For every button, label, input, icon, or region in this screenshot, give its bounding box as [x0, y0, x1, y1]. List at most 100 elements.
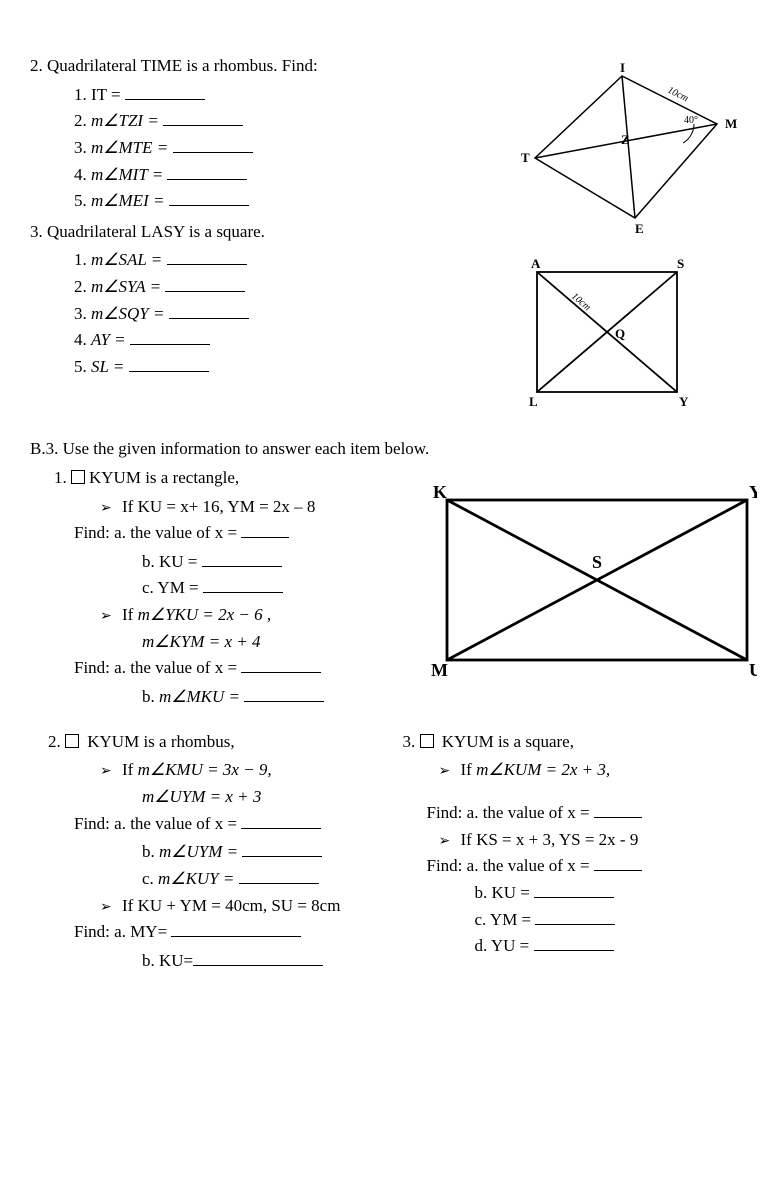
t: c. YM = [475, 910, 536, 929]
t: 5. [74, 191, 91, 210]
q2-item5: 5. m∠MEI = [74, 189, 495, 214]
blank [534, 882, 614, 898]
blank [241, 657, 321, 673]
t: c. YM = [142, 578, 203, 597]
b3-p1-if2c: m∠KYM = x + 4 [142, 630, 415, 655]
b3-p2-fa: Find: a. the value of x = [74, 812, 385, 837]
q3-item4: 4. AY = [74, 328, 495, 353]
b3-p3-fa: Find: a. the value of x = [427, 801, 758, 826]
b3-p3-fd: d. YU = [475, 934, 758, 959]
figure-rhombus-time: I M E T Z 10cm 40° [507, 58, 737, 238]
t: SL = [91, 357, 129, 376]
t: m∠MIT = [91, 165, 167, 184]
b3-p2-head: 2. KYUM is a rhombus, [48, 730, 385, 755]
blank [167, 249, 247, 265]
q2-item2: 2. m∠TZI = [74, 109, 495, 134]
t: b. [142, 687, 159, 706]
t: m∠MEI = [91, 191, 169, 210]
blank [163, 110, 243, 126]
t: m∠KMU = 3x − 9, [138, 760, 272, 779]
b3-p1-fc: c. YM = [142, 576, 415, 601]
t: Find: a. the value of x = [427, 856, 594, 875]
blank [130, 329, 210, 345]
parallelogram-icon [420, 734, 434, 748]
b3-p3-head: 3. KYUM is a square, [403, 730, 758, 755]
blank [169, 190, 249, 206]
blank [242, 841, 322, 857]
t: 5. [74, 357, 91, 376]
t: AY = [91, 330, 130, 349]
blank [125, 83, 205, 99]
q2-item3: 3. m∠MTE = [74, 136, 495, 161]
t: KYUM is a rhombus, [83, 732, 235, 751]
blank [173, 137, 253, 153]
label-Q: Q [615, 326, 625, 341]
b3-p2-if2: If KU + YM = 40cm, SU = 8cm [100, 894, 385, 919]
t: Find: a. the value of x = [427, 803, 594, 822]
t: m∠MKU = [159, 687, 244, 706]
b3-p3-fb: b. KU = [475, 881, 758, 906]
blank [244, 686, 324, 702]
q2-item1: 1. IT = [74, 83, 495, 108]
b3-p1-head: 1. KYUM is a rectangle, [54, 466, 415, 491]
q3-item5: 5. SL = [74, 355, 495, 380]
b3-p1-if1: If KU = x+ 16, YM = 2x – 8 [100, 495, 415, 520]
parallelogram-icon [65, 734, 79, 748]
t: Find: a. MY= [74, 922, 171, 941]
label-I: I [620, 60, 625, 75]
label-T: T [521, 150, 530, 165]
t: c. [142, 869, 158, 888]
t: m∠SAL = [91, 250, 167, 269]
label-Z: Z [621, 132, 630, 147]
label-Y: Y [679, 394, 689, 409]
t: If [461, 760, 477, 779]
t: d. YU = [475, 936, 534, 955]
t: Find: a. the value of x = [74, 814, 241, 833]
t: m∠TZI = [91, 111, 163, 130]
q3-item2: 2. m∠SYA = [74, 275, 495, 300]
t: m∠SQY = [91, 304, 169, 323]
q2-item1-text: 1. IT = [74, 85, 125, 104]
blank [241, 812, 321, 828]
figure-rect-kyum: K Y M U S [427, 480, 757, 680]
b3-p2-if1: If m∠KMU = 3x − 9, [100, 758, 385, 783]
q3-item1: 1. m∠SAL = [74, 248, 495, 273]
blank [193, 950, 323, 966]
label-M: M [725, 116, 737, 131]
b3-p2-fa2: Find: a. MY= [74, 920, 385, 945]
t: 4. [74, 165, 91, 184]
label-S2: S [592, 552, 602, 572]
blank [594, 855, 642, 871]
t: Find: a. the value of x = [74, 658, 241, 677]
t: If [122, 605, 138, 624]
t: m∠YKU = 2x − 6 , [138, 605, 272, 624]
blank [202, 551, 282, 567]
q3-header: 3. Quadrilateral LASY is a square. [30, 220, 495, 245]
t: m∠UYM = [159, 842, 242, 861]
label-40deg: 40° [684, 115, 698, 126]
label-E: E [635, 221, 644, 236]
b3-p3-fa2: Find: a. the value of x = [427, 854, 758, 879]
blank [241, 522, 289, 538]
b3-p3-if2: If KS = x + 3, YS = 2x - 9 [439, 828, 758, 853]
b3-p1-fb2: b. m∠MKU = [142, 685, 415, 710]
blank [594, 802, 642, 818]
t: 2. [48, 732, 65, 751]
q2-item4: 4. m∠MIT = [74, 163, 495, 188]
blank [203, 577, 283, 593]
t: 2. [74, 111, 91, 130]
blank [167, 163, 247, 179]
t: m∠MTE = [91, 138, 173, 157]
b3-header: B.3. Use the given information to answer… [30, 437, 757, 462]
t: 3. [403, 732, 420, 751]
blank [535, 908, 615, 924]
t: If [122, 760, 138, 779]
b3-p1-fa2: Find: a. the value of x = [74, 656, 415, 681]
t: b. KU = [142, 552, 202, 571]
label-10cm-r: 10cm [666, 85, 690, 104]
t: b. KU= [142, 951, 193, 970]
b3-p1-fa: Find: a. the value of x = [74, 521, 415, 546]
t: Find: a. the value of x = [74, 523, 241, 542]
label-A: A [531, 256, 541, 271]
b3-p2-if1b: m∠UYM = x + 3 [142, 785, 385, 810]
